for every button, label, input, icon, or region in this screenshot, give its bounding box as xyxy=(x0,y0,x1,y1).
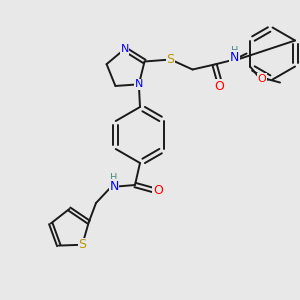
Text: O: O xyxy=(214,80,224,93)
Text: H: H xyxy=(110,173,118,183)
Text: N: N xyxy=(230,51,239,64)
Text: H: H xyxy=(231,46,238,56)
Text: O: O xyxy=(258,74,266,83)
Text: N: N xyxy=(120,44,129,54)
Text: N: N xyxy=(109,179,119,193)
Text: S: S xyxy=(167,53,175,66)
Text: O: O xyxy=(153,184,163,196)
Text: N: N xyxy=(135,79,143,89)
Text: S: S xyxy=(78,238,86,251)
